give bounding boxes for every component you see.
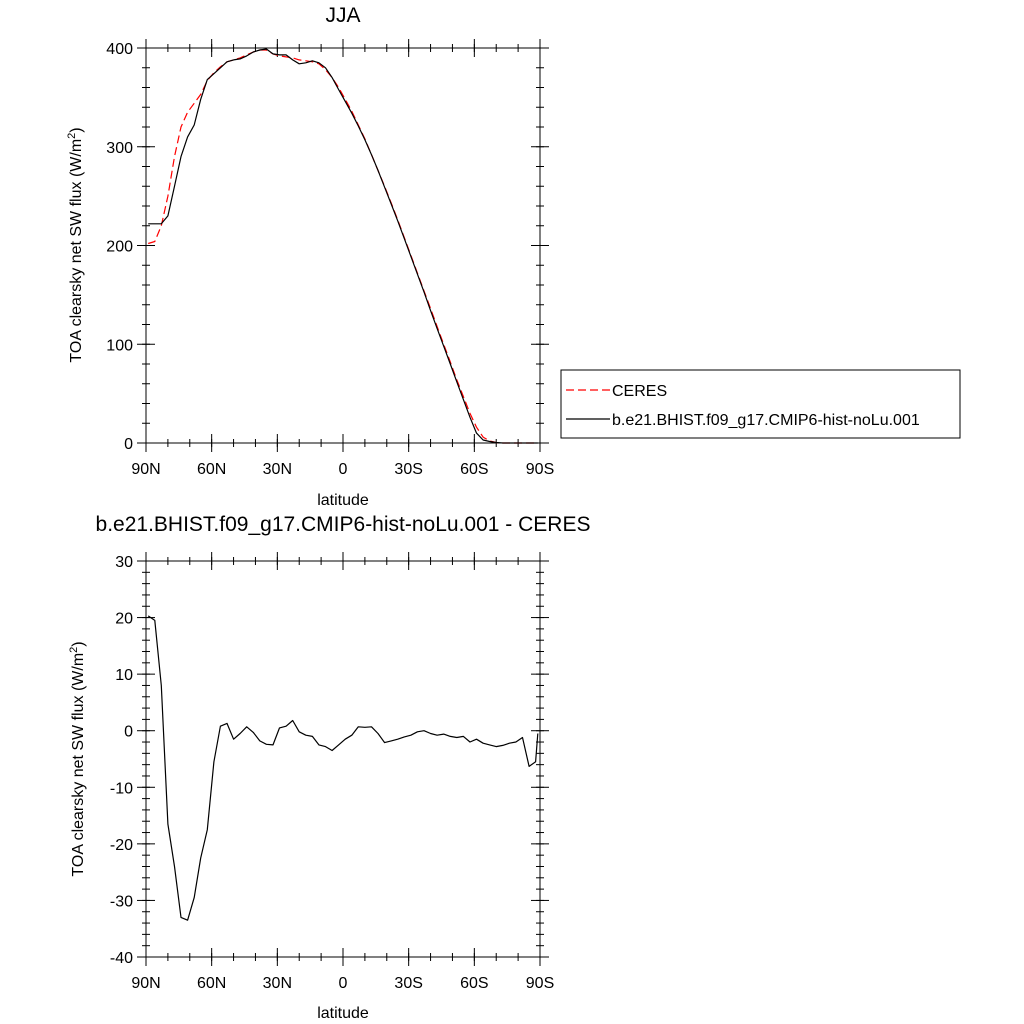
y-tick-label: 20 [115, 611, 133, 628]
top-x-tick-labels: 90N 60N 30N 0 30S 60S 90S [131, 461, 554, 478]
x-tick-label: 30N [263, 975, 292, 992]
bottom-chart-title: b.e21.BHIST.f09_g17.CMIP6-hist-noLu.001 … [96, 513, 591, 536]
y-tick-label: -40 [110, 950, 133, 967]
bottom-y-axis-label: TOA clearsky net SW flux (W/m2) [68, 641, 87, 876]
bot-series-line-0 [147, 615, 539, 921]
x-tick-label: 90S [526, 975, 554, 992]
y-tick-label: 30 [115, 554, 133, 571]
y-tick-label: 10 [115, 667, 133, 684]
x-tick-label: 30S [394, 461, 422, 478]
bottom-x-tick-labels: 90N 60N 30N 0 30S 60S 90S [131, 975, 554, 992]
x-tick-label: 60N [197, 975, 226, 992]
y-tick-label: 400 [106, 41, 133, 58]
x-tick-label: 90N [131, 975, 160, 992]
top-y-axis-label: TOA clearsky net SW flux (W/m2) [66, 127, 85, 362]
bottom-y-tick-labels: -40 -30 -20 -10 0 10 20 30 [110, 554, 133, 967]
y-tick-label: 100 [106, 337, 133, 354]
top-series-line-0 [148, 49, 538, 444]
legend-box [560, 369, 961, 439]
x-tick-label: 30S [394, 975, 422, 992]
y-tick-label: -10 [110, 780, 133, 797]
x-tick-label: 90S [526, 461, 554, 478]
bottom-series-lines [147, 615, 539, 921]
bottom-panel: b.e21.BHIST.f09_g17.CMIP6-hist-noLu.001 … [68, 513, 590, 1022]
x-tick-label: 60S [460, 461, 488, 478]
legend-label-model: b.e21.BHIST.f09_g17.CMIP6-hist-noLu.001 [612, 412, 920, 429]
x-tick-label: 0 [339, 461, 348, 478]
top-plot-frame [145, 47, 541, 444]
bottom-plot-frame [145, 560, 541, 958]
bottom-axis-ticks [137, 552, 549, 966]
x-tick-label: 60S [460, 975, 488, 992]
top-series-lines [148, 48, 538, 444]
y-tick-label: 200 [106, 239, 133, 256]
top-y-tick-labels: 0 100 200 300 400 [106, 41, 133, 453]
legend-label-ceres: CERES [612, 383, 667, 400]
x-tick-label: 60N [197, 461, 226, 478]
y-tick-label: 0 [124, 436, 133, 453]
y-tick-label: 0 [124, 724, 133, 741]
x-tick-label: 30N [263, 461, 292, 478]
legend: CERES b.e21.BHIST.f09_g17.CMIP6-hist-noL… [560, 369, 961, 439]
x-tick-label: 90N [131, 461, 160, 478]
y-tick-label: -20 [110, 837, 133, 854]
top-series-line-1 [148, 48, 538, 444]
y-tick-label: 300 [106, 140, 133, 157]
y-tick-label: -30 [110, 893, 133, 910]
top-panel: JJA 90N 60N 30N 0 30S 60S 90S 0 100 200 300 400 la… [66, 4, 554, 509]
bottom-x-axis-label: latitude [317, 1005, 369, 1022]
top-chart-title: JJA [325, 4, 360, 27]
top-x-axis-label: latitude [317, 492, 369, 509]
top-axis-ticks [137, 39, 549, 452]
x-tick-label: 0 [339, 975, 348, 992]
